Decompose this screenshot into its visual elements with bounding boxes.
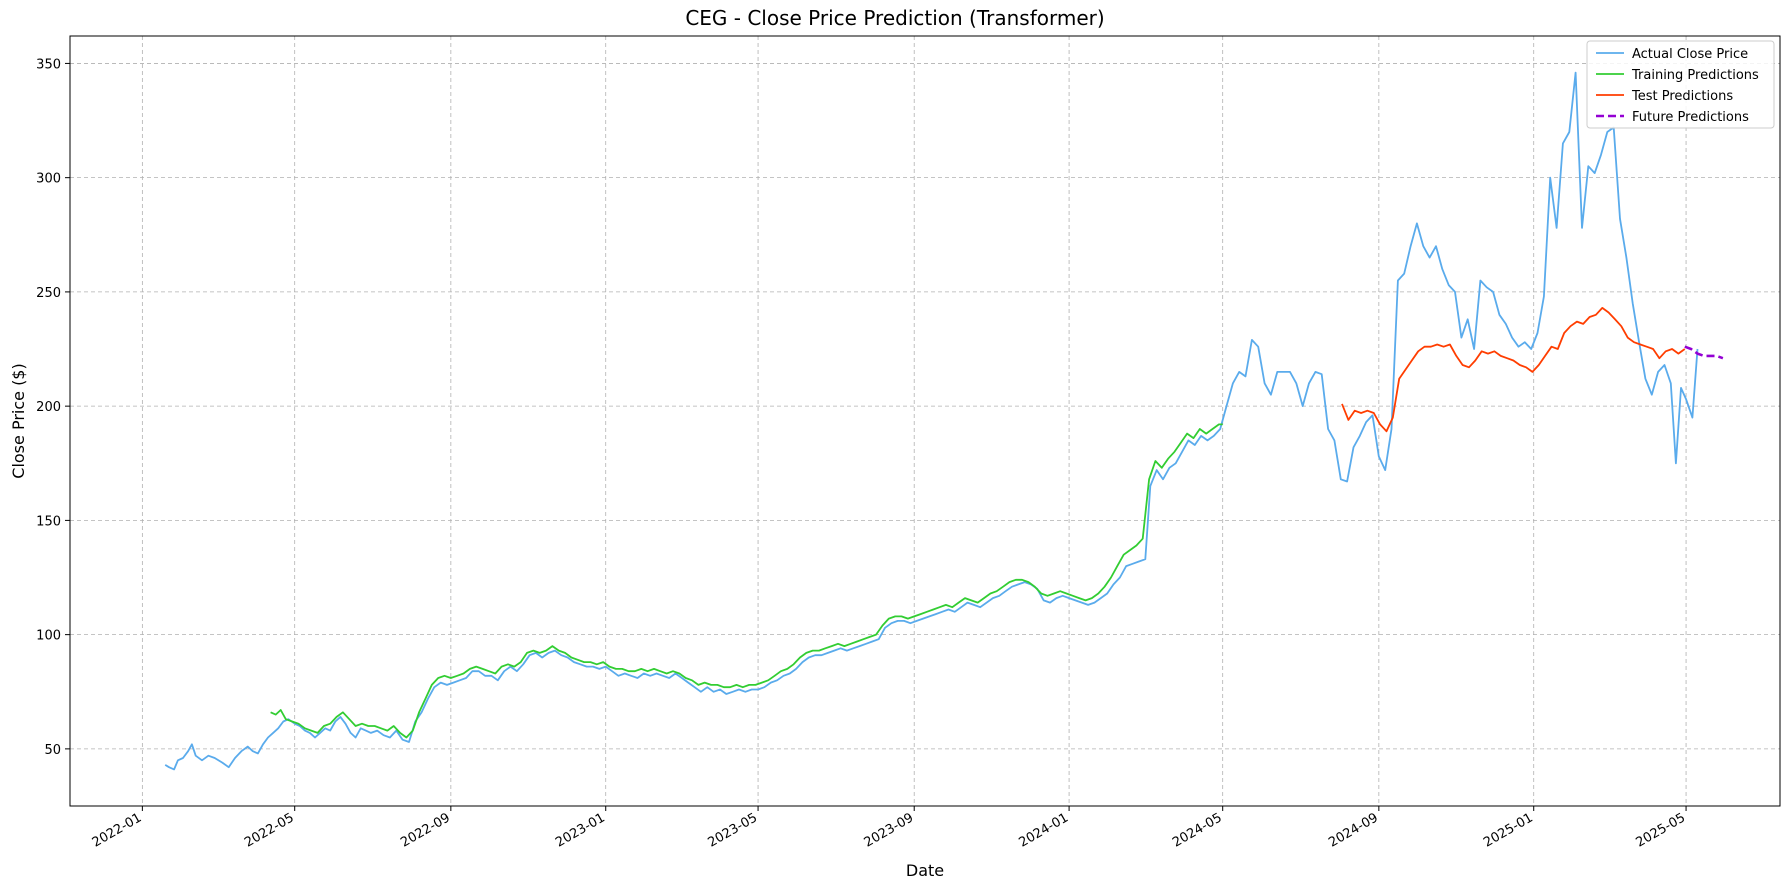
series-line-3	[1684, 345, 1724, 360]
y-tick-label: 50	[44, 743, 61, 758]
series-line-1	[270, 423, 1223, 739]
x-tick-label: 2024-01	[1017, 810, 1072, 850]
x-tick-label: 2023-09	[862, 810, 917, 850]
series-line-2	[1341, 307, 1686, 433]
grid	[70, 36, 1780, 806]
y-tick-label: 300	[36, 172, 61, 187]
x-tick-label: 2022-09	[398, 810, 453, 850]
y-axis-label: Close Price ($)	[9, 363, 28, 478]
legend-label: Training Predictions	[1631, 68, 1759, 83]
series-layer	[164, 71, 1724, 771]
x-tick-label: 2024-09	[1326, 810, 1381, 850]
y-tick-label: 250	[36, 286, 61, 301]
x-tick-label: 2025-05	[1634, 810, 1689, 850]
legend-label: Test Predictions	[1631, 89, 1733, 104]
y-tick-label: 100	[36, 629, 61, 644]
legend-box	[1586, 40, 1775, 129]
x-tick-label: 2022-05	[242, 810, 297, 850]
x-tick-label: 2023-01	[553, 810, 608, 850]
plot-frame	[69, 35, 1781, 807]
y-tick-label: 200	[36, 400, 61, 415]
ticks: 2022-01 2022-05 2022-09 2023-01 2023-05 2023-…	[36, 57, 1688, 850]
legend-label: Actual Close Price	[1632, 47, 1748, 62]
series-line-0	[164, 71, 1699, 771]
x-tick-label: 2025-01	[1481, 810, 1536, 850]
legend-label: Future Predictions	[1632, 110, 1749, 125]
y-tick-label: 350	[36, 57, 61, 72]
x-tick-label: 2023-05	[706, 810, 761, 850]
legend: Actual Close Price Training Predictions Te…	[1586, 40, 1775, 129]
x-tick-label: 2024-05	[1170, 810, 1225, 850]
y-tick-label: 150	[36, 514, 61, 529]
x-tick-label: 2022-01	[90, 810, 145, 850]
chart-title: CEG - Close Price Prediction (Transforme…	[685, 6, 1104, 30]
x-axis-label: Date	[906, 861, 944, 880]
